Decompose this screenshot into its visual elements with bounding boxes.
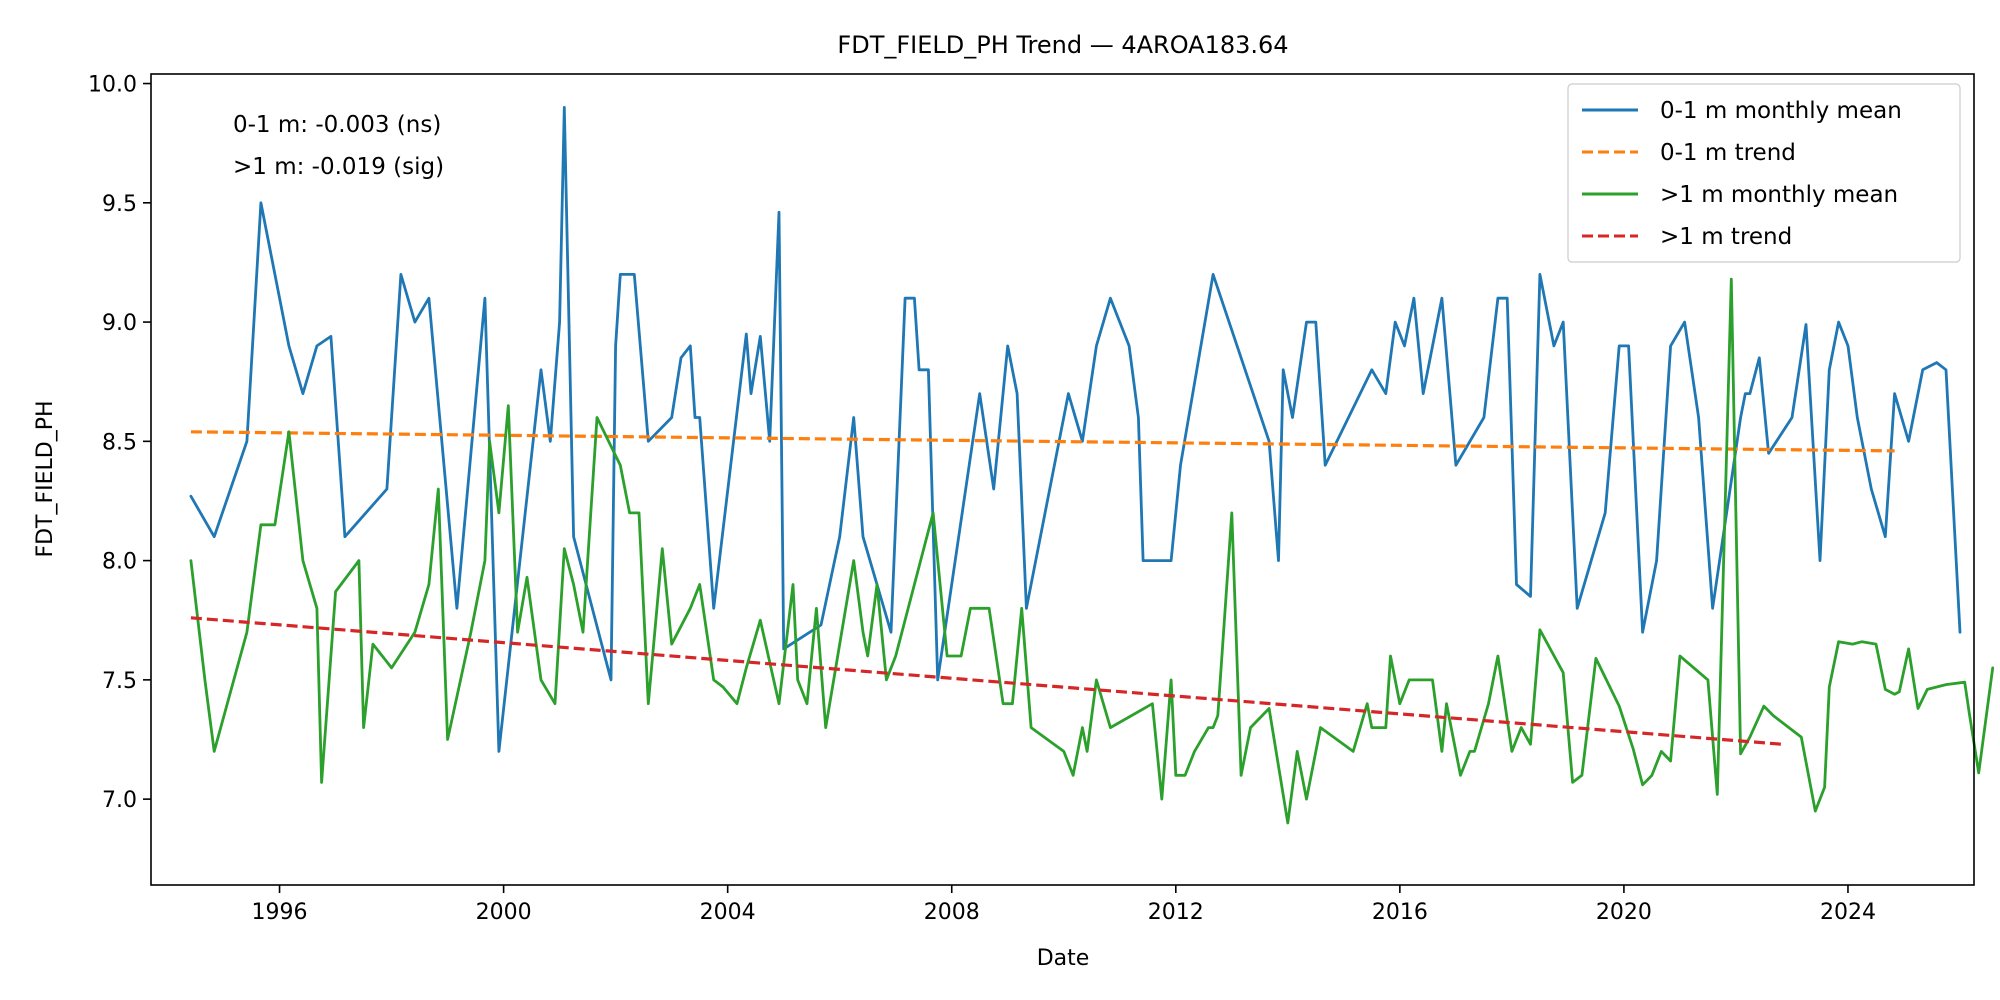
x-tick-label: 2008 — [924, 900, 980, 925]
chart-title: FDT_FIELD_PH Trend — 4AROA183.64 — [837, 31, 1288, 59]
y-tick-label: 8.5 — [102, 430, 137, 455]
y-axis-label: FDT_FIELD_PH — [33, 400, 58, 557]
y-tick-label: 10.0 — [88, 73, 137, 98]
legend-label-0-1-m-trend: 0-1 m trend — [1660, 140, 1796, 166]
legend-box — [1567, 83, 1961, 263]
x-tick-label: 1996 — [252, 900, 308, 925]
plot-frame — [150, 73, 1975, 886]
series-line-gt1-m-monthly-mean — [189, 277, 1995, 825]
x-tick-label: 2012 — [1148, 900, 1204, 925]
legend-label-gt1-m-monthly-mean: >1 m monthly mean — [1660, 182, 1898, 208]
x-tick-label: 2024 — [1820, 900, 1876, 925]
x-tick-label: 2020 — [1596, 900, 1652, 925]
y-tick-label: 9.0 — [102, 311, 137, 336]
y-tick-label: 8.0 — [102, 550, 137, 575]
x-tick-label: 2004 — [700, 900, 756, 925]
y-tick-label: 9.5 — [102, 192, 137, 217]
legend-label-0-1-m-monthly-mean: 0-1 m monthly mean — [1660, 98, 1902, 124]
series-layer — [189, 106, 1995, 825]
x-axis-ticks: 1996 2000 2004 2008 2012 2016 2020 2024 — [252, 885, 1876, 925]
series-line-gt1-m-trend — [190, 616, 1783, 746]
series-line-0-1-m-trend — [190, 430, 1895, 453]
annotation-surface-trend: 0-1 m: -0.003 (ns) — [233, 112, 441, 138]
series-line-0-1-m-monthly-mean — [189, 106, 1962, 753]
annotation-deep-trend: >1 m: -0.019 (sig) — [233, 154, 444, 180]
x-axis-label: Date — [1037, 946, 1090, 971]
legend: 0-1 m monthly mean 0-1 m trend >1 m monthl… — [1567, 83, 1961, 263]
x-tick-label: 2016 — [1372, 900, 1428, 925]
y-tick-label: 7.0 — [102, 788, 137, 813]
x-tick-label: 2000 — [476, 900, 532, 925]
y-tick-label: 7.5 — [102, 669, 137, 694]
y-axis-ticks: 7.0 7.5 8.0 8.5 9.0 9.5 10.0 — [88, 73, 151, 813]
legend-label-gt1-m-trend: >1 m trend — [1660, 224, 1792, 250]
